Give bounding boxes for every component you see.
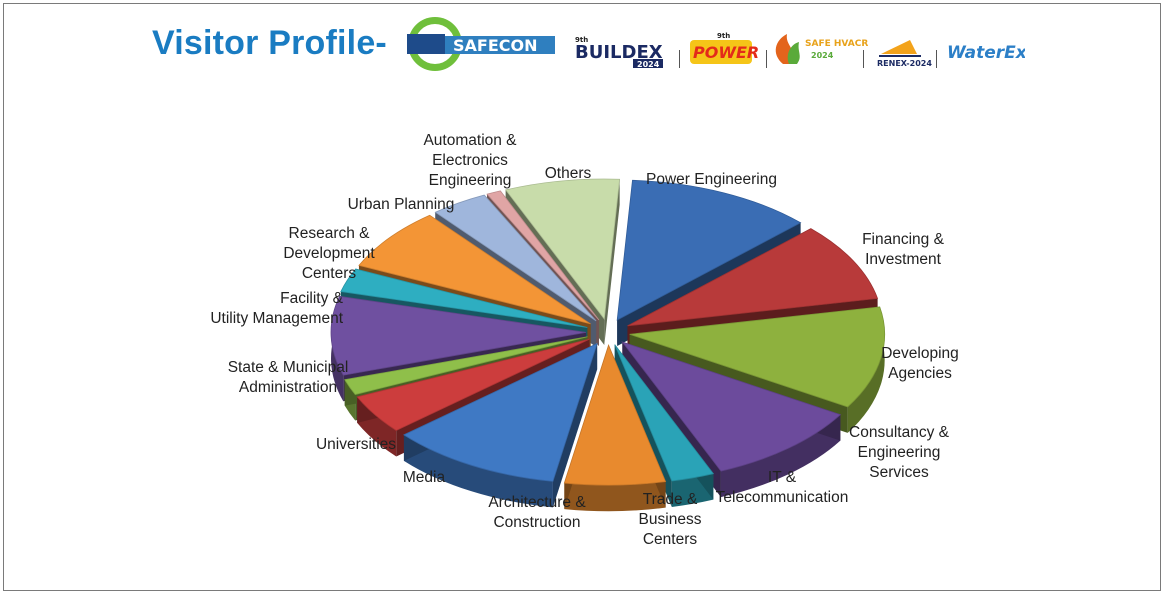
label-power-engineering: Power Engineering bbox=[646, 171, 777, 188]
pie-slice-trade-business-centers bbox=[563, 344, 667, 512]
pie-slice-consultancy-engineering-services-side bbox=[720, 414, 841, 498]
buildex-logo-text: BUILDEX bbox=[575, 42, 663, 63]
pie-slice-trade-business-centers-side bbox=[564, 481, 666, 512]
label-others: Others bbox=[544, 165, 592, 182]
label-consultancy-engineering: Consultancy & Engineering Services bbox=[849, 424, 949, 481]
label-financing-investment: Financing & Investment bbox=[862, 231, 944, 268]
logo-separator bbox=[863, 50, 864, 68]
label-facility-utility: Facility & Utility Management bbox=[210, 290, 343, 327]
safe-hvacr-logo-text: SAFE HVACR bbox=[805, 39, 868, 49]
logos-svg: SAFECON 9th BUILDEX 2024 9th POWER SAFE … bbox=[407, 17, 1028, 71]
page-title: Visitor Profile- bbox=[152, 24, 387, 62]
buildex-prefix: 9th bbox=[575, 36, 588, 44]
logo-separator bbox=[679, 50, 680, 68]
power-logo: 9th POWER bbox=[690, 32, 759, 64]
buildex-logo: 9th BUILDEX 2024 bbox=[575, 36, 663, 69]
pie-slice-trade-business-centers-top bbox=[563, 344, 667, 486]
label-trade-business: Trade & Business Centers bbox=[638, 491, 702, 548]
label-research-development: Research & Development Centers bbox=[283, 225, 375, 282]
pie-slice-developing-agencies-side bbox=[847, 306, 885, 433]
pie-slice-universities-top bbox=[344, 336, 588, 395]
logo-strip: SAFECON 9th BUILDEX 2024 9th POWER SAFE … bbox=[405, 14, 1028, 74]
pie-slice-consultancy-engineering-services-top bbox=[621, 341, 842, 472]
safecon-logo: SAFECON bbox=[407, 17, 555, 71]
renex-logo-text: RENEX-2024 bbox=[877, 59, 932, 68]
waterex-logo: WaterEx bbox=[947, 43, 1028, 63]
safecon-logo-text: SAFECON bbox=[453, 36, 538, 55]
pie-slice-it-telecommunication-top bbox=[614, 344, 715, 482]
pie-slice-financing-investment-top bbox=[627, 228, 879, 327]
pie-slice-architecture-construction-top bbox=[403, 342, 598, 482]
pie-slice-facility-utility-management-top bbox=[340, 268, 588, 328]
pie-slice-power-engineering-top bbox=[616, 179, 802, 321]
pie-slice-architecture-construction-side bbox=[403, 434, 553, 508]
label-state-municipal: State & Municipal Administration bbox=[227, 359, 349, 396]
safe-hvacr-badge: 2024 bbox=[811, 51, 834, 60]
label-architecture-construction: Architecture & Construction bbox=[488, 494, 586, 531]
renex-logo: RENEX-2024 bbox=[877, 40, 932, 68]
label-universities: Universities bbox=[315, 436, 397, 453]
pie-slice-architecture-construction-wall bbox=[552, 343, 598, 508]
label-urban-planning: Urban Planning bbox=[347, 196, 455, 213]
power-prefix: 9th bbox=[717, 32, 730, 40]
pie-slice-research-development-centers-top bbox=[358, 214, 591, 325]
label-automation-electronics: Automation & Electronics Engineering bbox=[423, 132, 517, 189]
buildex-badge: 2024 bbox=[637, 60, 660, 69]
pie-slice-state-municipal-administration-top bbox=[330, 295, 587, 376]
label-it-telecommunication: IT & Telecommunication bbox=[715, 469, 849, 506]
pie-slice-automation-electronics-engineering-top bbox=[486, 190, 600, 321]
power-logo-text: POWER bbox=[693, 43, 759, 62]
pie-slice-media-top bbox=[356, 338, 590, 431]
pie-slice-others-wall bbox=[604, 179, 620, 345]
label-developing-agencies: Developing Agencies bbox=[881, 345, 959, 382]
pie-slice-others-top bbox=[505, 178, 621, 321]
logo-separator bbox=[936, 50, 937, 68]
pie-slice-architecture-construction bbox=[403, 342, 598, 508]
pie-slice-urban-planning-top bbox=[434, 194, 597, 322]
logo-separator bbox=[766, 50, 767, 68]
waterex-logo-text: WaterEx bbox=[947, 43, 1025, 63]
safe-hvacr-logo: SAFE HVACR 2024 bbox=[775, 34, 868, 64]
pie-slice-developing-agencies-top bbox=[629, 306, 886, 408]
label-media: Media bbox=[402, 469, 446, 486]
